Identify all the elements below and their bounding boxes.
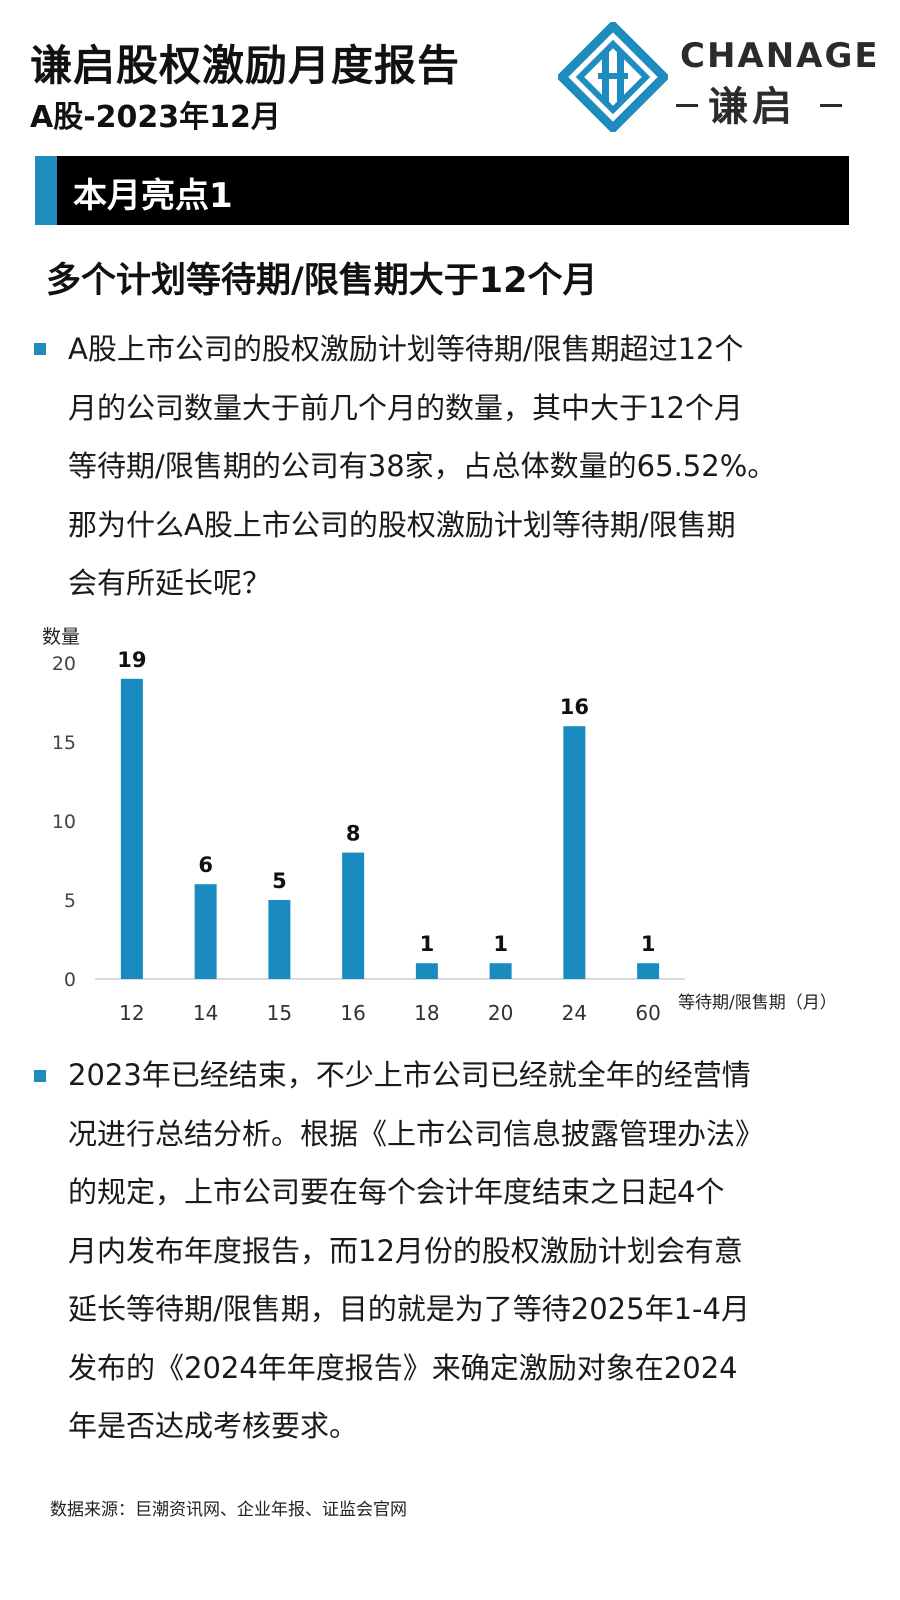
paragraph-line: 年是否达成考核要求。 <box>68 1409 359 1443</box>
bar <box>489 963 512 979</box>
y-axis-label: 数量 <box>42 626 80 648</box>
bar-value-label: 16 <box>560 695 589 719</box>
y-tick-label: 20 <box>52 653 76 675</box>
paragraph-line: 延长等待期/限售期，目的就是为了等待2025年1-4月 <box>68 1292 750 1326</box>
x-tick-label: 16 <box>340 1001 365 1025</box>
bar-value-label: 5 <box>272 869 287 893</box>
x-tick-label: 60 <box>635 1001 660 1025</box>
paragraph-line: 况进行总结分析。根据《上市公司信息披露管理办法》 <box>68 1116 765 1151</box>
data-source: 数据来源：巨潮资讯网、企业年报、证监会官网 <box>50 1500 407 1520</box>
paragraph-line: 月内发布年度报告，而12月份的股权激励计划会有意 <box>68 1233 743 1268</box>
page-title: 谦启股权激励月度报告 <box>30 41 461 90</box>
bar <box>194 884 217 979</box>
bar <box>120 678 143 979</box>
y-tick-label: 5 <box>64 890 76 912</box>
bar-chart: 数量 0 5 10 15 20 19 12 6 14 5 15 8 16 1 18 1 20 16 24 1 60 等待期/… <box>42 626 837 1025</box>
bar-value-label: 6 <box>198 853 213 877</box>
bar-value-label: 1 <box>493 932 508 956</box>
chanage-logo: CHANAGE 谦启 <box>558 22 878 132</box>
paragraph-2: 2023年已经结束，不少上市公司已经就全年的经营情 况进行总结分析。根据《上市公… <box>68 1046 853 1456</box>
logo-dash-right <box>820 104 842 107</box>
y-tick-label: 15 <box>52 732 76 754</box>
paragraph-line: 发布的《2024年年度报告》来确定激励对象在2024 <box>68 1350 738 1385</box>
x-tick-label: 12 <box>119 1001 144 1025</box>
y-tick-label: 0 <box>64 969 76 991</box>
x-tick-label: 15 <box>267 1001 292 1025</box>
page-subtitle: A股-2023年12月 <box>30 100 281 135</box>
logo-dash-left <box>676 104 698 107</box>
paragraph-line: 那为什么A股上市公司的股权激励计划等待期/限售期 <box>68 507 736 542</box>
bar-value-label: 1 <box>420 932 435 956</box>
section-bar: 本月亮点1 <box>35 156 849 225</box>
x-axis-label: 等待期/限售期（月） <box>678 993 837 1013</box>
section-label: 本月亮点1 <box>73 176 233 216</box>
x-tick-label: 18 <box>414 1001 439 1025</box>
paragraph-line: 等待期/限售期的公司有38家，占总体数量的65.52%。 <box>68 449 777 483</box>
logo-chinese: 谦启 <box>708 84 796 130</box>
paragraph-line: 会有所延长呢？ <box>68 566 272 600</box>
x-tick-label: 14 <box>193 1001 218 1025</box>
bullet-icon <box>34 343 46 355</box>
paragraph-line: 月的公司数量大于前几个月的数量，其中大于12个月 <box>68 390 743 425</box>
bar <box>637 963 660 979</box>
bar <box>342 852 365 979</box>
bar <box>415 963 438 979</box>
bullet-icon <box>34 1070 46 1082</box>
paragraph-line: 2023年已经结束，不少上市公司已经就全年的经营情 <box>68 1058 751 1092</box>
bar <box>563 726 586 979</box>
logo-emblem-icon <box>558 22 668 132</box>
y-tick-label: 10 <box>52 811 76 833</box>
bar-value-label: 1 <box>641 932 656 956</box>
x-tick-label: 20 <box>488 1001 513 1025</box>
paragraph-line: 的规定，上市公司要在每个会计年度结束之日起4个 <box>68 1175 725 1209</box>
bar-value-label: 19 <box>117 648 146 672</box>
paragraph-1: A股上市公司的股权激励计划等待期/限售期超过12个 月的公司数量大于前几个月的数… <box>68 320 853 613</box>
bar-value-label: 8 <box>346 822 361 846</box>
paragraph-line: A股上市公司的股权激励计划等待期/限售期超过12个 <box>68 332 744 366</box>
section-accent <box>35 156 57 225</box>
logo-english: CHANAGE <box>680 36 880 76</box>
bar <box>268 900 291 979</box>
x-tick-label: 24 <box>562 1001 587 1025</box>
section-heading: 多个计划等待期/限售期大于12个月 <box>46 261 598 301</box>
